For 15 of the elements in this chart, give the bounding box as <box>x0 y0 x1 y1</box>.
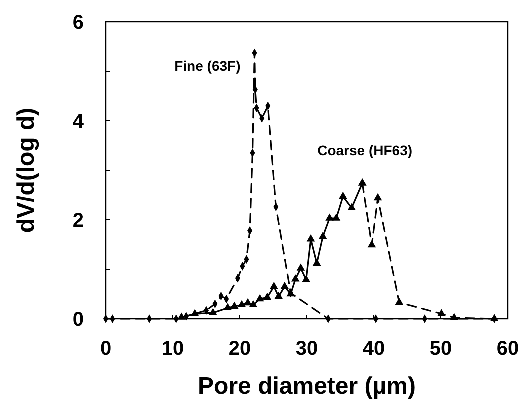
x-axis-title: Pore diameter (µm) <box>198 373 416 400</box>
x-tick-label: 40 <box>362 338 386 360</box>
x-tick-label: 50 <box>430 338 452 360</box>
x-tick-label: 60 <box>496 338 520 360</box>
x-tick-label: 10 <box>162 338 184 360</box>
text: Coarse (HF63) <box>318 142 413 158</box>
y-axis-title: dV/d(log d) <box>13 108 40 234</box>
y-tick-label: 2 <box>72 210 84 232</box>
y-tick-label: 4 <box>72 111 85 134</box>
y-tick-label: 0 <box>72 309 84 332</box>
y-tick-label: 6 <box>72 12 84 34</box>
series-label: Fine (63F) <box>174 58 241 74</box>
x-tick-label: 0 <box>100 338 112 360</box>
x-tick-label: 20 <box>228 338 252 360</box>
x-tick-label: 30 <box>296 338 318 360</box>
